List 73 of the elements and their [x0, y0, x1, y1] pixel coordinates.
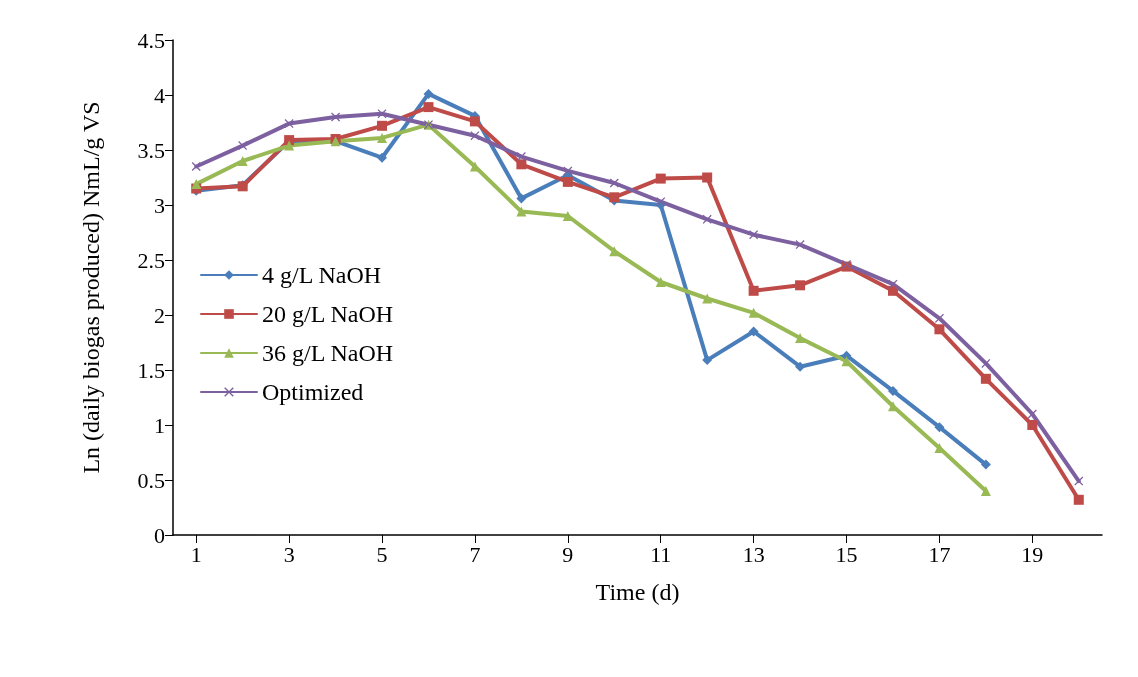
- point: [887, 285, 898, 296]
- point: [1027, 420, 1038, 430]
- y-tick-label: 3: [154, 192, 165, 218]
- point: [702, 293, 713, 304]
- point: [795, 361, 806, 372]
- point: [748, 307, 759, 318]
- x-tick-label: 19: [1021, 541, 1044, 567]
- point: [795, 333, 806, 344]
- point: [655, 173, 666, 184]
- x-tick-label: 5: [376, 541, 388, 567]
- point: [516, 193, 527, 204]
- x-tick-label: 15: [835, 541, 858, 567]
- y-tick-label: 0: [154, 522, 165, 548]
- x-tick-label: 7: [469, 541, 481, 567]
- point: [748, 326, 759, 337]
- point: [748, 285, 759, 296]
- point: [516, 206, 527, 217]
- x-tick-label: 1: [190, 541, 202, 567]
- legend-label: 20 g/L NaOH: [262, 301, 394, 327]
- point: [609, 246, 620, 257]
- x-axis-title: Time (d): [595, 579, 680, 605]
- point: [980, 373, 991, 384]
- point: [980, 459, 991, 470]
- y-axis-title: Ln (daily biogas produced) NmL/g VS: [78, 101, 104, 474]
- point: [934, 313, 944, 323]
- y-tick-label: 0.5: [137, 467, 165, 493]
- y-tick-label: 4.5: [137, 27, 165, 53]
- point: [331, 112, 341, 122]
- legend-label: Optimized: [262, 379, 364, 405]
- point: [980, 486, 991, 496]
- point: [377, 109, 387, 119]
- point: [1073, 494, 1084, 505]
- point: [702, 355, 713, 366]
- point: [377, 132, 388, 143]
- point: [237, 156, 248, 166]
- x-tick-label: 11: [650, 541, 672, 567]
- point: [423, 88, 434, 99]
- x-tick-label: 17: [928, 541, 951, 567]
- point: [702, 214, 712, 224]
- point: [1027, 409, 1037, 419]
- point: [887, 385, 898, 396]
- x-tick-label: 13: [742, 541, 765, 567]
- y-tick-label: 4: [154, 82, 165, 108]
- legend-label: 4 g/L NaOH: [262, 262, 382, 288]
- point: [934, 324, 945, 335]
- y-tick-label: 3.5: [137, 137, 165, 163]
- point: [469, 116, 480, 127]
- y-tick-label: 1: [154, 412, 165, 438]
- point: [795, 240, 805, 250]
- point: [191, 162, 201, 171]
- x-tick-label: 3: [283, 541, 295, 567]
- point: [423, 102, 434, 113]
- y-tick-label: 2: [154, 302, 165, 328]
- point: [377, 152, 388, 163]
- point: [562, 176, 573, 187]
- legend-label: 36 g/L NaOH: [262, 340, 394, 366]
- y-tick-label: 1.5: [137, 357, 165, 383]
- point: [516, 159, 527, 170]
- point: [470, 131, 480, 141]
- x-tick-label: 9: [562, 541, 574, 567]
- point: [934, 422, 945, 433]
- point: [1074, 476, 1084, 486]
- point: [981, 358, 991, 368]
- point: [655, 277, 666, 287]
- point: [795, 280, 806, 291]
- point: [284, 140, 295, 151]
- point: [609, 178, 619, 188]
- y-tick-label: 2.5: [137, 247, 165, 273]
- point: [191, 179, 202, 190]
- point: [377, 120, 388, 131]
- point: [284, 119, 294, 129]
- point: [702, 172, 713, 183]
- point: [888, 279, 898, 289]
